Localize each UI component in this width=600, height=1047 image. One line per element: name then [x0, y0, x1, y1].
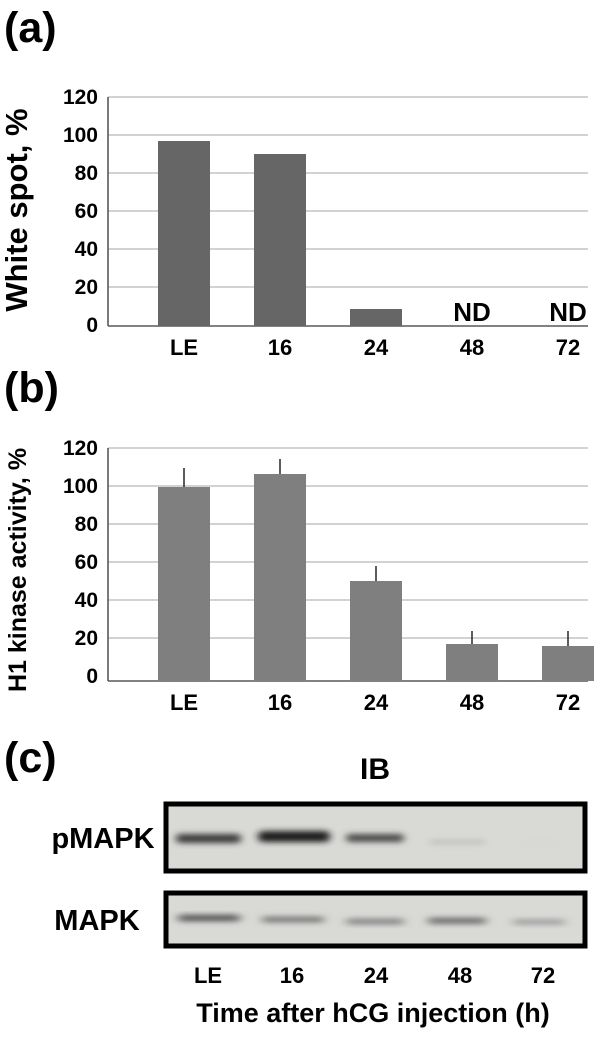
svg-text:100: 100 — [63, 475, 98, 498]
svg-text:20: 20 — [75, 627, 98, 650]
svg-text:40: 40 — [75, 589, 98, 612]
svg-text:48: 48 — [448, 963, 472, 988]
svg-text:pMAPK: pMAPK — [51, 823, 154, 855]
svg-text:24: 24 — [364, 690, 389, 715]
svg-text:Time after hCG injection (h): Time after hCG injection (h) — [196, 998, 550, 1028]
svg-text:LE: LE — [194, 963, 222, 988]
svg-text:0: 0 — [86, 314, 98, 337]
svg-text:72: 72 — [531, 963, 555, 988]
svg-text:IB: IB — [360, 753, 390, 786]
svg-text:100: 100 — [63, 124, 98, 147]
svg-text:40: 40 — [75, 238, 98, 261]
svg-text:72: 72 — [556, 335, 580, 360]
svg-text:16: 16 — [268, 335, 292, 360]
svg-text:48: 48 — [460, 335, 484, 360]
svg-text:60: 60 — [75, 551, 98, 574]
svg-text:24: 24 — [364, 335, 389, 360]
svg-text:ND: ND — [453, 297, 491, 327]
svg-text:0: 0 — [86, 665, 98, 688]
svg-text:ND: ND — [549, 297, 587, 327]
svg-text:120: 120 — [63, 86, 98, 109]
svg-text:16: 16 — [268, 690, 292, 715]
svg-text:60: 60 — [75, 200, 98, 223]
svg-text:80: 80 — [75, 513, 98, 536]
svg-text:72: 72 — [556, 690, 580, 715]
svg-text:LE: LE — [170, 335, 198, 360]
svg-text:120: 120 — [63, 437, 98, 460]
svg-text:White spot, %: White spot, % — [0, 108, 34, 311]
svg-text:24: 24 — [364, 963, 389, 988]
svg-text:LE: LE — [170, 690, 198, 715]
svg-text:20: 20 — [75, 276, 98, 299]
svg-text:16: 16 — [280, 963, 304, 988]
svg-text:H1 kinase activity, %: H1 kinase activity, % — [4, 448, 32, 692]
svg-text:80: 80 — [75, 162, 98, 185]
svg-text:48: 48 — [460, 690, 484, 715]
svg-text:MAPK: MAPK — [54, 905, 139, 937]
